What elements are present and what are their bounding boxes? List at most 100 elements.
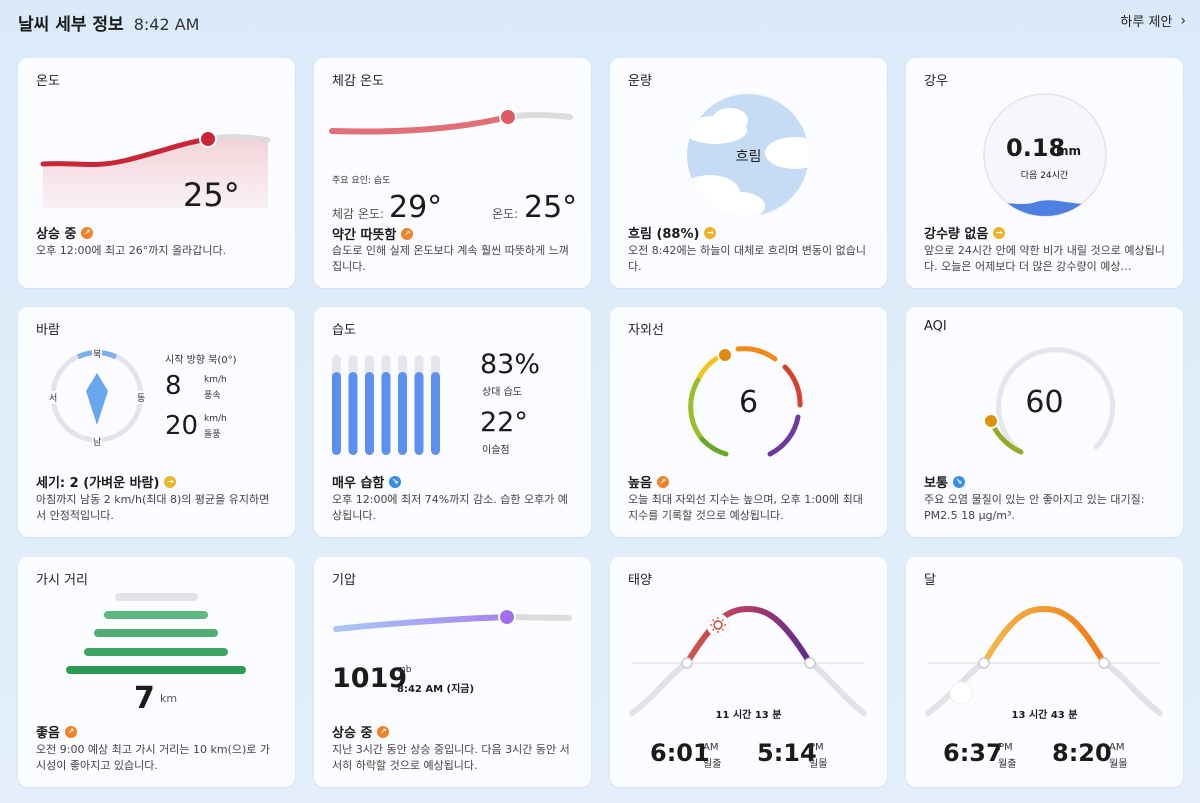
pressure-description: 지난 3시간 동안 상승 중입니다. 다음 3시간 동안 서서히 하락할 것으로…: [332, 743, 570, 772]
cloud-cover-card[interactable]: 운량 흐림 흐림 (88%) → 오전 8:42에는 하늘이 대체로 흐리며 변…: [610, 58, 887, 288]
uv-card[interactable]: 자외선 6 높음 ↗ 오늘 최대 자외선 지수는 높으며, 오후 1:00에 최…: [610, 307, 887, 537]
summary-text: 높음: [628, 476, 652, 491]
feels-label: 체감 온도:: [332, 207, 385, 221]
temperature-card[interactable]: 온도 25° 상승 중 ↗ 오후 12:00에 최고 26°까지 올라갑니다.: [18, 58, 295, 288]
summary-text: 세기: 2 (가벼운 바람): [36, 476, 160, 491]
sunrise-label: 일출: [703, 759, 722, 770]
compass-east: 동: [136, 391, 147, 404]
trend-down-icon: ↘: [952, 475, 965, 488]
temperature-summary: 상승 중 ↗: [36, 223, 94, 242]
dew-point-value: 22°: [480, 407, 528, 438]
trend-up-icon: ↗: [401, 227, 414, 240]
pressure-card[interactable]: 기압 1019 mb 8:42 AM (지금) 상승 중 ↗ 지난 3시간 동안…: [314, 557, 591, 787]
cloud-summary: 흐림 (88%) →: [628, 223, 717, 242]
sunset-time: 5:14: [757, 739, 817, 767]
current-time: 8:42 AM: [133, 15, 200, 34]
summary-text: 좋음: [36, 726, 60, 741]
humidity-bar: [365, 372, 374, 455]
feels-factor: 주요 요인: 습도: [332, 176, 391, 186]
card-title: AQI: [924, 319, 947, 334]
card-title: 바람: [36, 323, 60, 338]
trend-up-icon: ↗: [64, 725, 77, 738]
humidity-description: 오후 12:00에 최저 74%까지 감소. 습한 오후가 예상됩니다.: [332, 493, 568, 522]
rain-gauge: [983, 93, 1107, 217]
rain-unit: mm: [1056, 144, 1082, 158]
humidity-card[interactable]: 습도 83% 상대 습도 22° 이슬점 매우 습함 ↘ 오후 12:00에 최…: [314, 307, 591, 537]
sunset-label: 일몰: [809, 759, 828, 770]
card-title: 운량: [628, 74, 652, 89]
gust-speed: 20: [165, 411, 199, 441]
summary-text: 강수량 없음: [924, 227, 989, 242]
compass-south: 남: [92, 435, 103, 448]
card-title: 자외선: [628, 323, 664, 338]
aqi-summary: 보통 ↘: [924, 472, 965, 491]
trend-up-icon: ↗: [81, 226, 94, 239]
compass-west: 서: [48, 391, 59, 404]
pressure-summary: 상승 중 ↗: [332, 722, 390, 741]
wind-description: 아침까지 남동 2 km/h(최대 8)의 평균을 유지하면서 안정적입니다.: [36, 493, 270, 522]
humidity-bar: [414, 372, 424, 455]
temperature-graph: [40, 130, 271, 208]
sun-card[interactable]: 태양 11 시간 13 분 6:01 AM 일출 5:14: [610, 557, 887, 787]
pressure-value: 1019: [332, 663, 408, 694]
pressure-graph: [333, 608, 572, 632]
summary-text: 약간 따뜻함: [332, 228, 397, 243]
humidity-bar: [398, 372, 407, 455]
feels-like-graph: [329, 108, 573, 135]
sun-icon: [706, 613, 730, 637]
wind-speed-label: 풍속: [204, 391, 221, 401]
trend-up-icon: ↗: [377, 725, 390, 738]
header: 날씨 세부 정보 8:42 AM: [18, 10, 199, 36]
feels-value: 29°: [389, 190, 443, 225]
card-title: 체감 온도: [332, 74, 384, 89]
card-title: 습도: [332, 323, 356, 338]
sunrise-time: 6:01: [650, 739, 710, 767]
page-title: 날씨 세부 정보: [18, 15, 124, 35]
moonset-ampm: AM: [1109, 742, 1125, 753]
temperature-value: 25°: [183, 176, 240, 214]
uv-summary: 높음 ↗: [628, 472, 669, 491]
aqi-value: 60: [1025, 385, 1064, 420]
moon-duration: 13 시간 43 분: [1011, 710, 1078, 721]
day-suggestion-link[interactable]: 하루 제안 ›: [1120, 11, 1186, 31]
moonset-time: 8:20: [1052, 739, 1112, 767]
compass-north: 북: [92, 347, 103, 360]
precipitation-card[interactable]: 강우 0.18 mm 다음 24시간 강수량 없음 → 앞으로 24시간 안에 …: [906, 58, 1183, 288]
moonrise-time: 6:37: [943, 739, 1003, 767]
visibility-graphic: [66, 593, 246, 674]
temp-value: 25°: [524, 190, 578, 225]
trend-up-icon: ↗: [656, 475, 669, 488]
summary-text: 상승 중: [36, 227, 77, 242]
wind-direction: 시작 방향 북(0°): [165, 355, 237, 366]
wind-card[interactable]: 바람 북 남 동 서 시작 방향 북(0°) 8 km/h 풍속 20 km/h…: [18, 307, 295, 537]
dew-point-label: 이슬점: [482, 445, 510, 456]
feels-summary: 약간 따뜻함 ↗: [332, 224, 414, 243]
cloud-icon: [687, 94, 809, 216]
gust-unit: km/h: [204, 414, 227, 424]
summary-text: 상승 중: [332, 726, 373, 741]
trend-flat-icon: →: [993, 226, 1006, 239]
humidity-bar: [332, 372, 341, 455]
aqi-description: 주요 오염 물질이 있는 안 좋아지고 있는 대기질: PM2.5 18 μg/…: [924, 493, 1145, 522]
feels-like-card[interactable]: 체감 온도 주요 요인: 습도 체감 온도: 29° 온도: 25° 약간 따뜻…: [314, 58, 591, 288]
cloud-label: 흐림: [735, 149, 762, 165]
moonset-label: 월몰: [1109, 759, 1128, 770]
pressure-unit: mb: [397, 665, 412, 675]
uv-description: 오늘 최대 자외선 지수는 높으며, 오후 1:00에 최대 지수를 기록할 것…: [628, 493, 863, 522]
wind-speed: 8: [165, 371, 182, 401]
summary-text: 흐림 (88%): [628, 227, 700, 242]
aqi-card[interactable]: AQI 60 보통 ↘ 주요 오염 물질이 있는 안 좋아지고 있는 대기질: …: [906, 307, 1183, 537]
sun-arc: [629, 605, 867, 716]
moonrise-ampm: PM: [998, 742, 1013, 753]
humidity-label: 상대 습도: [482, 387, 522, 398]
visibility-card[interactable]: 가시 거리 7 km 좋음 ↗ 오전 9:00 예상 최고 가시 거리는 10 …: [18, 557, 295, 787]
moon-card[interactable]: 달 13 시간 43 분 6:37 PM 월출 8:20 AM 월몰: [906, 557, 1183, 787]
card-title: 태양: [628, 573, 652, 588]
wind-speed-unit: km/h: [204, 375, 227, 385]
visibility-description: 오전 9:00 예상 최고 가시 거리는 10 km(으)로 가시성이 좋아지고…: [36, 743, 271, 772]
temp-label: 온도:: [492, 207, 519, 221]
uv-gauge: [688, 346, 803, 457]
card-title: 가시 거리: [36, 573, 88, 588]
trend-flat-icon: →: [164, 475, 177, 488]
pressure-time: 8:42 AM (지금): [397, 684, 475, 695]
